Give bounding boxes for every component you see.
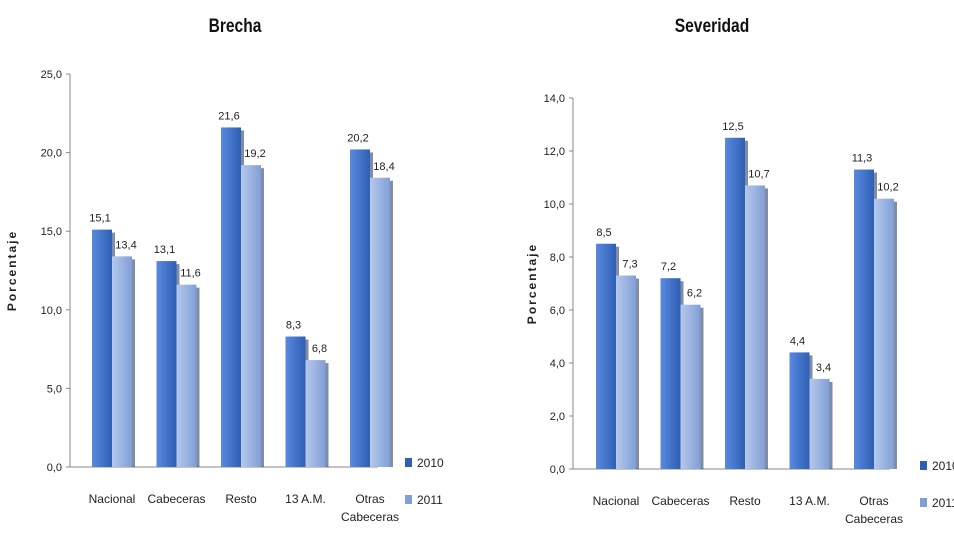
bar-2011 [874,198,894,469]
y-tick-label: 8,0 [550,252,565,264]
x-tick-label-line: Cabeceras [651,494,709,508]
x-tick-label-line: Resto [225,492,257,506]
x-tick-label-line: Resto [729,494,761,508]
x-tick-label: 13 A.M. [789,494,830,508]
y-axis-label: Porcentaje [525,243,539,324]
chart-title: Severidad [674,16,750,37]
x-tick-label-line: Cabeceras [845,512,903,526]
bar-2011 [370,177,390,467]
x-tick-label: Nacional [89,492,136,506]
x-tick-label: 13 A.M. [285,492,326,506]
y-tick-label: 4,0 [550,358,565,370]
data-label: 3,4 [816,362,831,374]
severidad-chart: Severidad 0,0 2,0 4,0 6,0 8,0 10,0 12,0 14,0 Por… [470,0,954,542]
bar-2011 [809,378,830,469]
data-label: 8,3 [286,320,301,332]
x-tick-label: Cabeceras [651,494,709,508]
bar-2011 [680,304,701,469]
bar-2010 [350,149,370,467]
y-tick-label: 0,0 [550,464,565,476]
y-tick-label: 2,0 [550,411,565,423]
x-tick-label: Resto [729,494,761,508]
x-tick-label-line: 13 A.M. [789,494,830,508]
y-tick-label: 25,0 [41,69,62,81]
legend-swatch [920,461,927,470]
y-tick-label: 6,0 [550,305,565,317]
data-label: 4,4 [790,335,805,347]
data-label: 13,1 [154,244,175,256]
bar-2011 [112,256,132,467]
data-label: 11,3 [852,153,873,165]
severidad-plot: 0,0 2,0 4,0 6,0 8,0 10,0 12,0 14,0 Porcentaje 8,5… [525,93,954,526]
bar-2010 [156,261,177,467]
bar-2011 [745,185,765,469]
x-tick-label-line: 13 A.M. [285,492,326,506]
x-tick-label-line: Cabeceras [147,492,205,506]
bar-2011 [305,360,326,467]
bar-2010 [596,243,616,469]
bar-2011 [616,275,636,469]
bar-2010 [854,169,874,470]
x-tick-label-line: Nacional [89,492,136,506]
legend-label: 2010 [932,459,954,473]
y-tick-label: 14,0 [544,93,565,105]
brecha-chart: Brecha 0,0 5,0 10,0 15,0 20,0 25,0 Porcentaje 1… [0,0,470,542]
bar-2010 [221,127,241,467]
legend-swatch [405,495,412,504]
chart-title: Brecha [208,16,262,37]
bar-2011 [176,284,197,467]
data-label: 10,7 [748,168,769,180]
x-tick-label-line: Cabeceras [341,510,399,524]
x-tick-label-line: Nacional [593,494,640,508]
legend-swatch [920,498,927,507]
data-label: 20,2 [347,132,368,144]
x-tick-label-line: Otras [355,492,384,506]
y-axis-label: Porcentaje [5,230,19,311]
bar-2010 [285,336,306,467]
data-label: 6,8 [312,343,327,355]
bar-2010 [660,278,681,469]
y-tick-label: 15,0 [41,226,62,238]
legend-label: 2011 [932,496,954,510]
data-label: 15,1 [89,213,110,225]
y-tick-label: 10,0 [41,305,62,317]
data-label: 11,6 [180,268,201,280]
y-tick-label: 10,0 [544,199,565,211]
data-label: 8,5 [596,227,611,239]
data-label: 19,2 [244,148,265,160]
bar-2010 [92,229,112,467]
y-tick-label: 12,0 [544,146,565,158]
y-tick-label: 5,0 [47,383,62,395]
x-tick-label-line: Otras [859,494,888,508]
x-tick-label: Otras Cabeceras [845,494,903,526]
data-label: 7,3 [622,259,637,271]
bar-2010 [789,352,810,469]
x-tick-label: Cabeceras [147,492,205,506]
data-label: 7,2 [661,261,676,273]
legend-label: 2010 [417,456,444,470]
data-label: 6,2 [687,288,702,300]
data-label: 18,4 [373,161,394,173]
legend-swatch [405,458,412,467]
brecha-plot: 0,0 5,0 10,0 15,0 20,0 25,0 Porcentaje 15,1 13,4… [5,69,444,524]
y-tick-label: 0,0 [47,462,62,474]
data-label: 10,2 [877,182,898,194]
x-tick-label: Otras Cabeceras [341,492,399,524]
bar-2011 [241,165,261,467]
data-label: 12,5 [722,121,743,133]
x-tick-label: Resto [225,492,257,506]
legend-label: 2011 [417,493,443,507]
y-tick-label: 20,0 [41,148,62,160]
data-label: 13,4 [115,239,136,251]
data-label: 21,6 [218,110,239,122]
bar-2010 [725,137,745,469]
x-tick-label: Nacional [593,494,640,508]
